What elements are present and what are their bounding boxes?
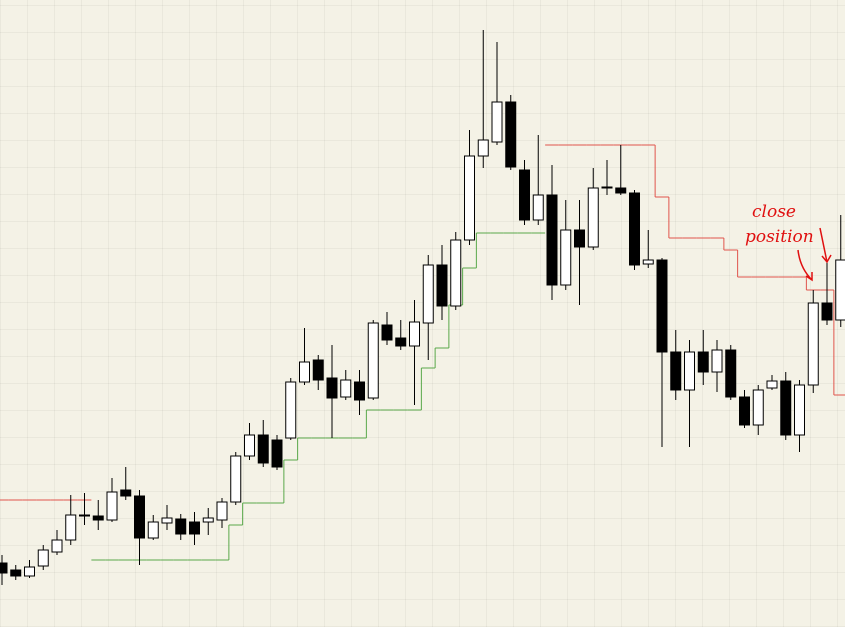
- candle-body: [161, 517, 173, 524]
- candle-body: [244, 434, 255, 457]
- candle-body: [285, 381, 297, 439]
- candle-body: [92, 515, 104, 521]
- candle-body: [367, 322, 379, 399]
- candle-body: [629, 192, 640, 266]
- candle-body: [780, 380, 792, 436]
- candle-body: [37, 549, 49, 567]
- candle-body: [299, 361, 310, 383]
- candle-body: [725, 349, 737, 398]
- candle-body: [79, 514, 90, 517]
- candle-body: [574, 229, 585, 248]
- candle-body: [684, 351, 695, 391]
- annotation-text: position: [745, 227, 814, 247]
- candle-body: [656, 259, 668, 353]
- candle-body: [464, 155, 475, 241]
- candle-body: [257, 434, 269, 464]
- candle-body: [697, 351, 709, 373]
- candle-body: [147, 521, 159, 539]
- candle-body: [766, 380, 778, 389]
- candle-body: [10, 569, 22, 577]
- arrow: [819, 227, 832, 264]
- candle-body: [312, 359, 324, 381]
- candle-body: [106, 491, 118, 521]
- candle-body: [835, 259, 845, 321]
- candle-body: [711, 349, 723, 373]
- candle-body: [477, 139, 489, 157]
- annotation-text: close: [752, 202, 796, 222]
- candle-body: [340, 379, 352, 398]
- candle-body: [24, 566, 35, 577]
- candle-body: [752, 389, 764, 426]
- candle-body: [519, 169, 530, 221]
- candle-body: [354, 381, 365, 401]
- candle-body: [615, 187, 627, 194]
- candle-body: [189, 521, 200, 535]
- candle-body: [560, 229, 572, 286]
- candle-body: [794, 384, 805, 436]
- candle-body: [175, 518, 187, 535]
- candle-body: [546, 194, 558, 286]
- candle-body: [381, 324, 393, 341]
- candle-body: [395, 337, 407, 347]
- candle-body: [670, 351, 682, 391]
- candle-body: [422, 264, 434, 324]
- candle-body: [0, 562, 8, 574]
- candle-body: [821, 302, 833, 321]
- candle-body: [202, 517, 214, 523]
- arrow: [797, 249, 813, 282]
- candle-body: [271, 439, 283, 468]
- candle-body: [491, 101, 503, 143]
- candle-body: [739, 396, 750, 426]
- candle-body: [120, 489, 132, 497]
- candle-body: [51, 539, 63, 553]
- candle-body: [807, 302, 819, 386]
- candle-body: [65, 514, 77, 541]
- candle-body: [505, 101, 517, 168]
- candle-body: [436, 264, 448, 307]
- candle-body: [326, 377, 338, 399]
- candle-body: [450, 239, 462, 307]
- candle-body: [409, 321, 420, 347]
- candle-body: [601, 186, 613, 189]
- annotation: close position: [745, 202, 832, 282]
- candle-body: [587, 187, 599, 248]
- candle-body: [642, 259, 654, 265]
- candle-body: [230, 455, 242, 503]
- candle-body: [532, 194, 544, 221]
- candle-body: [134, 495, 145, 539]
- candle-body: [216, 501, 228, 521]
